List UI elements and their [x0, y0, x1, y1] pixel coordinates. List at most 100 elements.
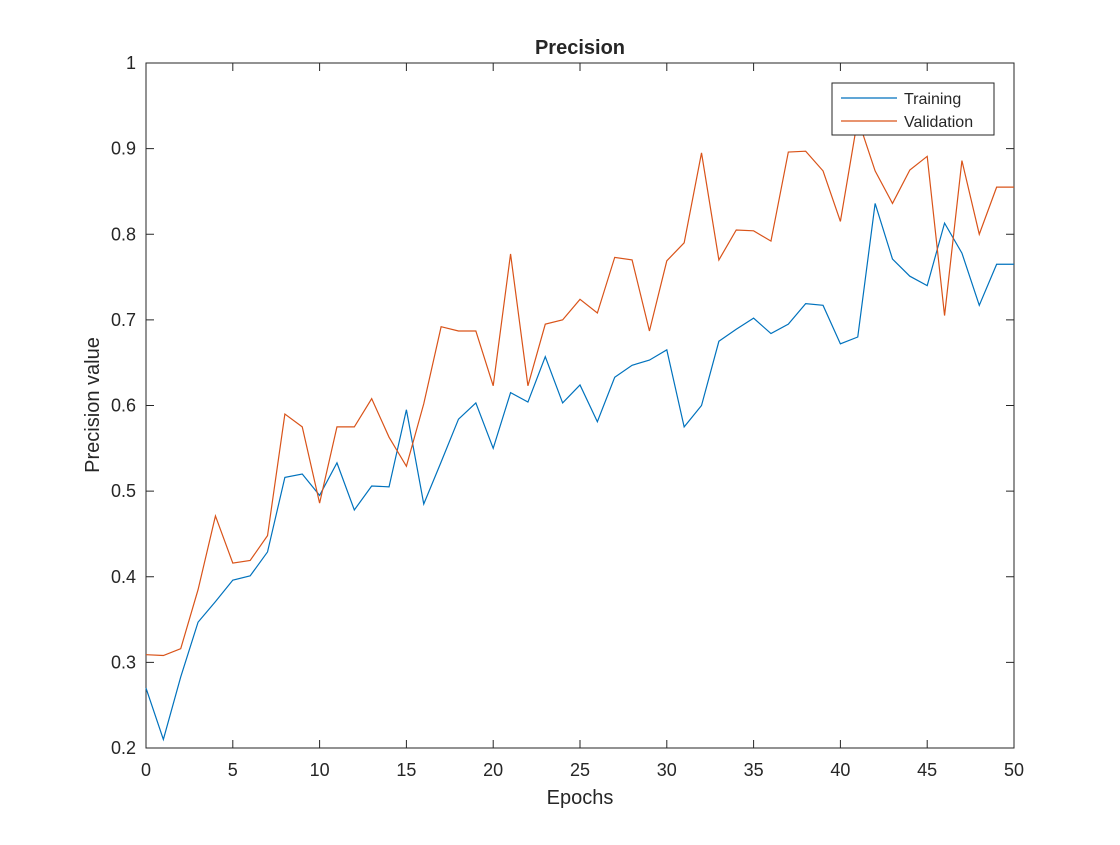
data-point [301, 426, 303, 428]
data-point [718, 259, 720, 261]
data-point [874, 202, 876, 204]
data-point [162, 738, 164, 740]
data-point [752, 317, 754, 319]
data-point [336, 462, 338, 464]
series-line-validation [145, 118, 1014, 657]
data-point [318, 494, 320, 496]
data-point [197, 588, 199, 590]
y-tick-label: 0.8 [111, 224, 136, 244]
data-point [527, 401, 529, 403]
data-point [544, 323, 546, 325]
x-tick-label: 40 [830, 760, 850, 780]
data-point [509, 253, 511, 255]
data-point [214, 515, 216, 517]
data-point [770, 332, 772, 334]
data-point [943, 314, 945, 316]
data-point [752, 230, 754, 232]
data-point [909, 169, 911, 171]
x-tick-label: 15 [396, 760, 416, 780]
data-point [561, 402, 563, 404]
data-point [596, 421, 598, 423]
data-point [683, 242, 685, 244]
data-point [683, 426, 685, 428]
data-point [145, 653, 147, 655]
data-point [874, 170, 876, 172]
legend-box [831, 82, 995, 136]
legend: Training Validation [831, 82, 995, 136]
data-point [232, 562, 234, 564]
data-point [614, 256, 616, 258]
data-point [180, 676, 182, 678]
data-point [787, 323, 789, 325]
data-point [336, 426, 338, 428]
data-point [232, 579, 234, 581]
data-point [527, 385, 529, 387]
data-point [926, 155, 928, 157]
data-point [648, 359, 650, 361]
series-line-training [145, 203, 1014, 742]
data-point [839, 343, 841, 345]
data-point [891, 258, 893, 260]
data-point [787, 151, 789, 153]
y-tick-label: 1 [126, 53, 136, 73]
data-point [804, 150, 806, 152]
data-point [180, 647, 182, 649]
data-point [544, 355, 546, 357]
data-point [735, 328, 737, 330]
data-point [561, 319, 563, 321]
y-tick-label: 0.9 [111, 139, 136, 159]
y-axis-label: Precision value [82, 337, 104, 473]
data-point [700, 404, 702, 406]
data-point [475, 330, 477, 332]
chart-title: Precision [535, 37, 625, 59]
x-axis-label: Epochs [547, 787, 614, 809]
data-point [162, 654, 164, 656]
data-point [423, 403, 425, 405]
data-point [492, 385, 494, 387]
x-tick-label: 35 [744, 760, 764, 780]
data-point [666, 349, 668, 351]
data-point [614, 376, 616, 378]
data-point [700, 152, 702, 154]
data-point [596, 312, 598, 314]
data-point [405, 465, 407, 467]
data-point [1013, 263, 1015, 265]
x-tick-label: 30 [657, 760, 677, 780]
y-tick-label: 0.4 [111, 567, 136, 587]
data-point [978, 304, 980, 306]
x-tick-label: 5 [228, 760, 238, 780]
data-point [509, 391, 511, 393]
x-tick-label: 0 [141, 760, 151, 780]
data-point [1013, 186, 1015, 188]
data-point [423, 503, 425, 505]
data-point [943, 222, 945, 224]
data-point [822, 304, 824, 306]
data-point [197, 621, 199, 623]
data-point [735, 229, 737, 231]
x-tick-label: 45 [917, 760, 937, 780]
data-point [839, 220, 841, 222]
data-point [631, 259, 633, 261]
data-point [214, 600, 216, 602]
data-point [995, 263, 997, 265]
data-point [284, 413, 286, 415]
data-point [770, 240, 772, 242]
y-tick-label: 0.2 [111, 738, 136, 758]
data-point [648, 330, 650, 332]
data-point [961, 252, 963, 254]
data-point [978, 233, 980, 235]
data-point [266, 551, 268, 553]
data-point [718, 340, 720, 342]
data-point [492, 447, 494, 449]
data-point [961, 159, 963, 161]
data-point [405, 409, 407, 411]
data-point [353, 509, 355, 511]
data-point [249, 575, 251, 577]
data-point [909, 275, 911, 277]
data-point [804, 302, 806, 304]
x-tick-label: 10 [310, 760, 330, 780]
data-point [318, 502, 320, 504]
data-point [370, 397, 372, 399]
